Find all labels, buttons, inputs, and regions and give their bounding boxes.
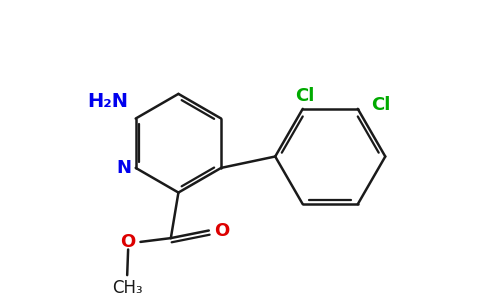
Text: O: O <box>214 221 230 239</box>
Text: H₂N: H₂N <box>87 92 128 111</box>
Text: CH₃: CH₃ <box>112 279 142 297</box>
Text: Cl: Cl <box>371 96 390 114</box>
Text: O: O <box>121 233 136 251</box>
Text: Cl: Cl <box>295 87 314 105</box>
Text: N: N <box>116 159 131 177</box>
